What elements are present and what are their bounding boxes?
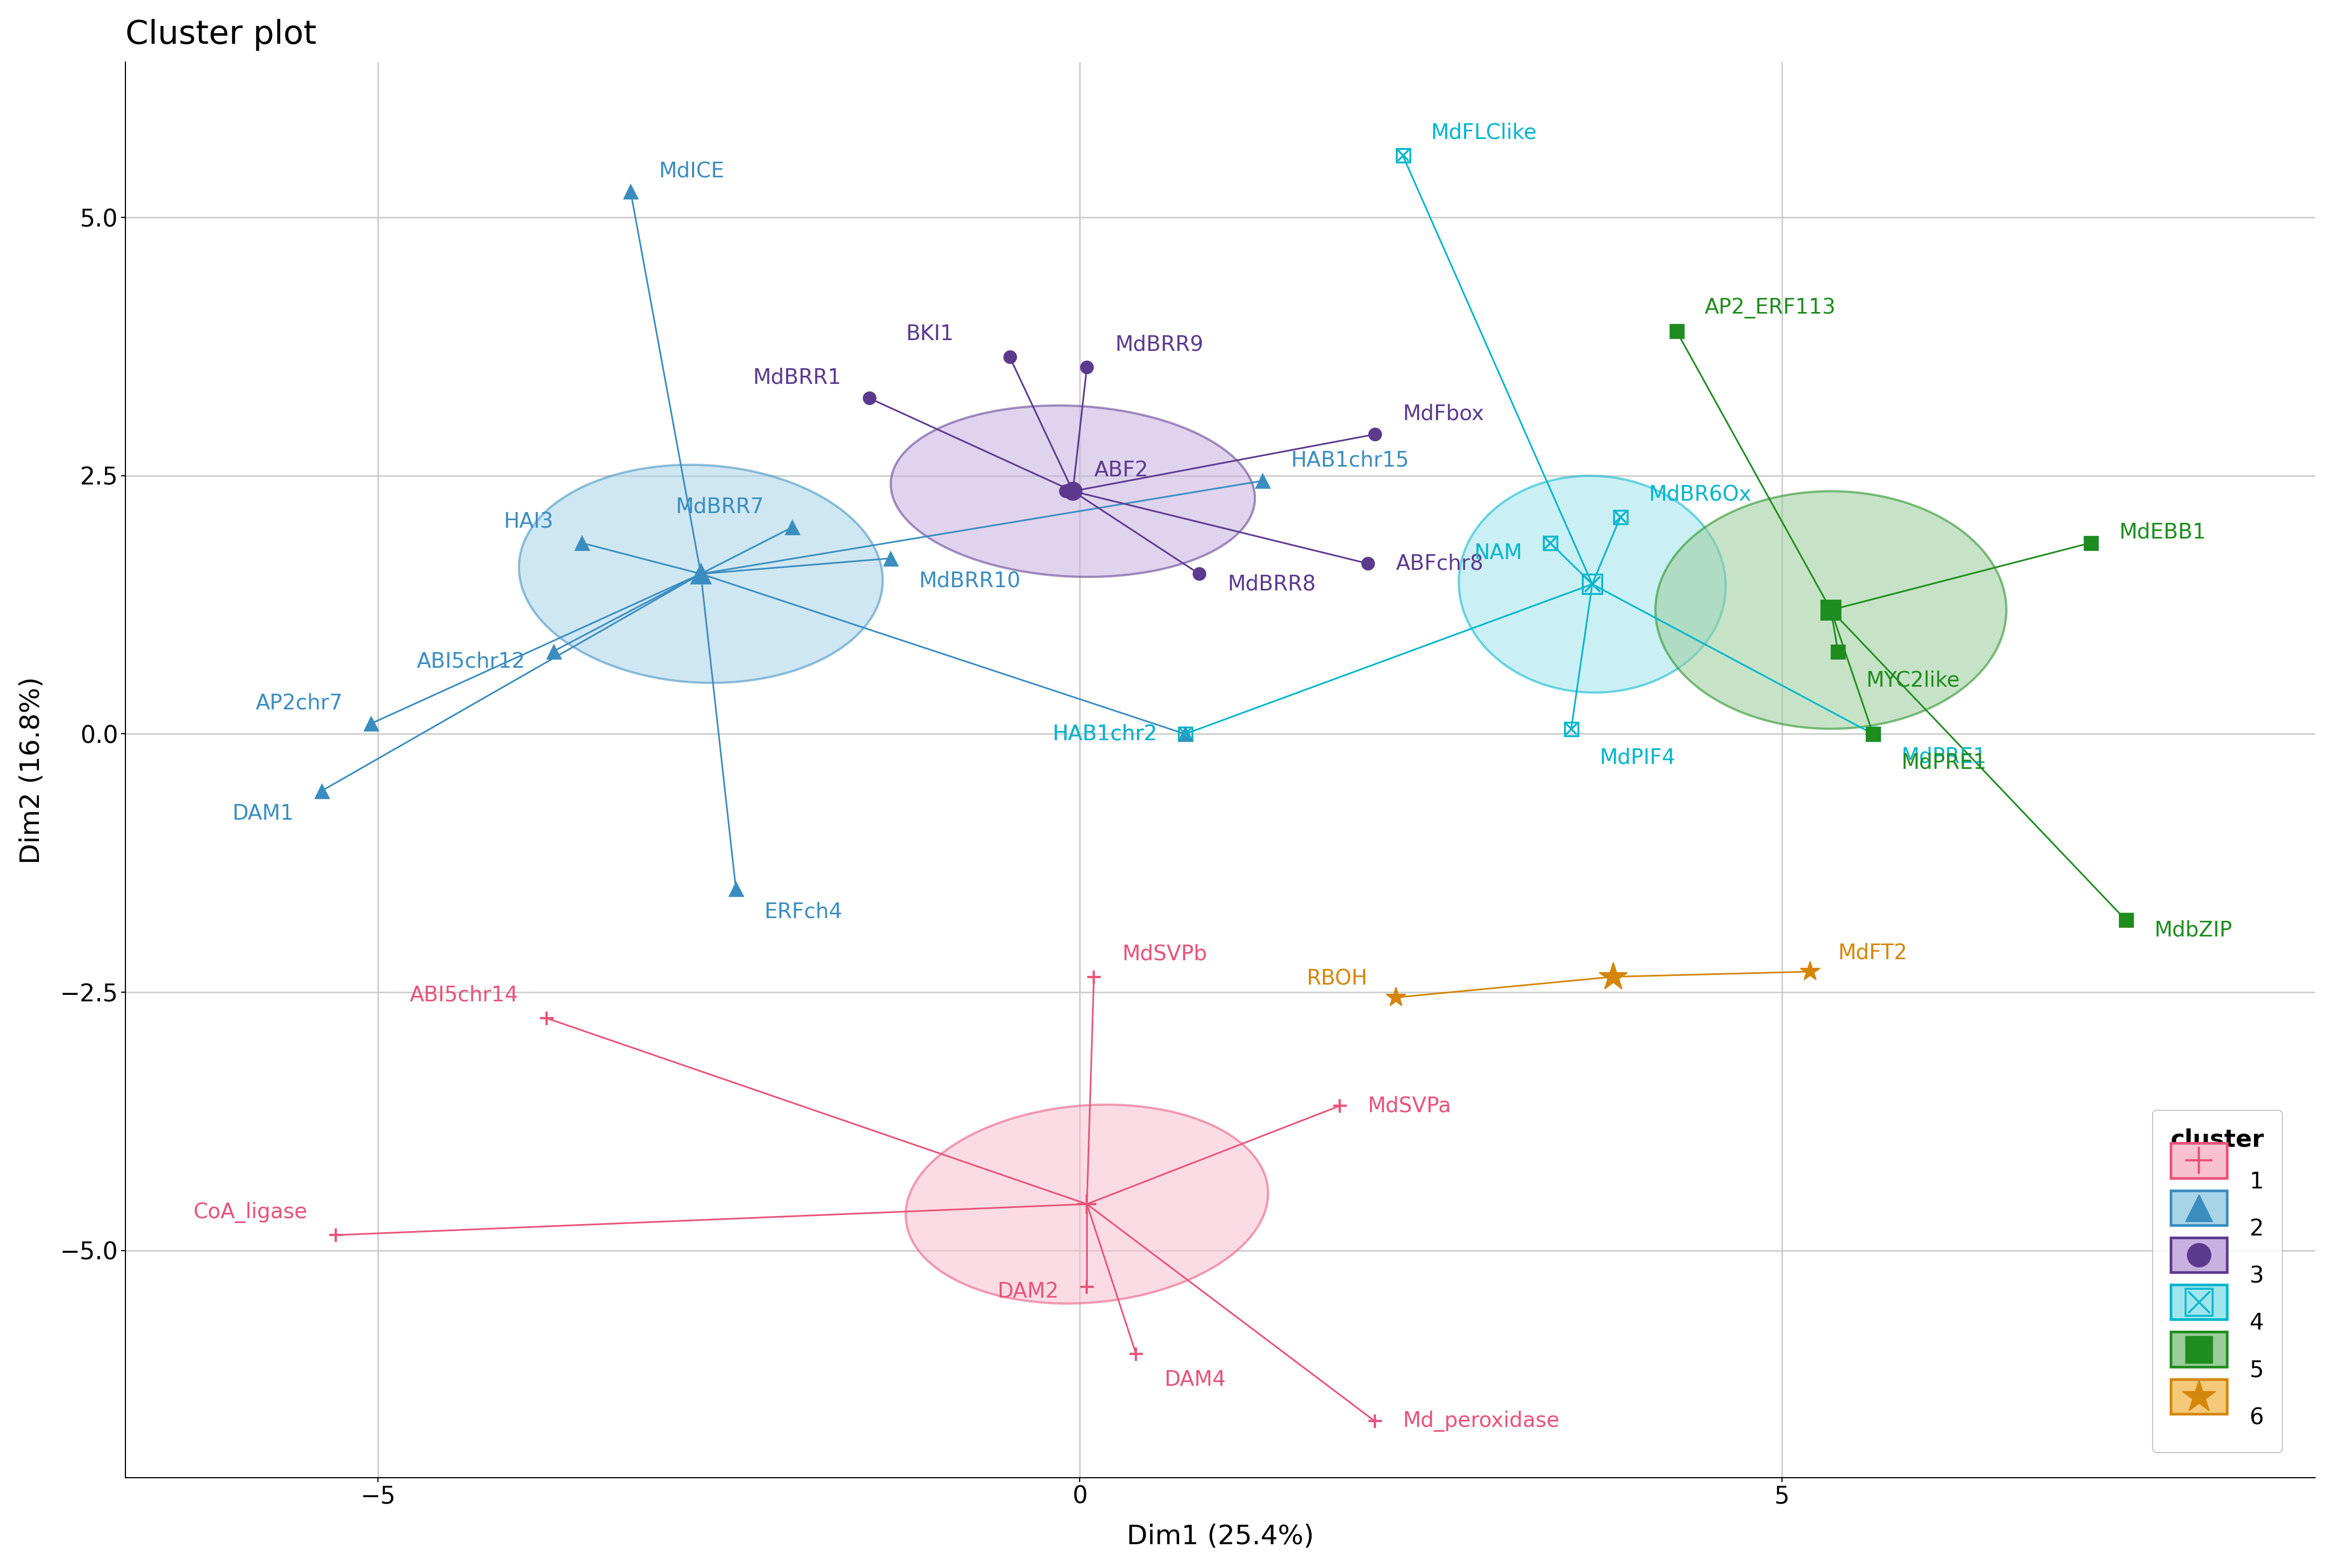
Text: BKI1: BKI1 bbox=[906, 325, 955, 345]
Text: ABFchr8: ABFchr8 bbox=[1396, 554, 1484, 574]
Ellipse shape bbox=[518, 464, 882, 684]
Text: CoA_ligase: CoA_ligase bbox=[194, 1201, 308, 1223]
Y-axis label: Dim2 (16.8%): Dim2 (16.8%) bbox=[19, 676, 44, 864]
Text: MdFLClike: MdFLClike bbox=[1431, 122, 1536, 143]
Text: MdEBB1: MdEBB1 bbox=[2119, 522, 2206, 543]
Text: DAM2: DAM2 bbox=[997, 1281, 1060, 1301]
Ellipse shape bbox=[1459, 475, 1725, 693]
Text: MdBRR9: MdBRR9 bbox=[1116, 334, 1204, 354]
Legend: 1, 2, 3, 4, 5, 6: 1, 2, 3, 4, 5, 6 bbox=[2152, 1110, 2283, 1452]
Text: HAB1chr2: HAB1chr2 bbox=[1053, 724, 1158, 745]
Text: RBOH: RBOH bbox=[1307, 969, 1368, 989]
Text: HAB1chr15: HAB1chr15 bbox=[1291, 450, 1410, 470]
Text: MdFT2: MdFT2 bbox=[1837, 942, 1907, 963]
Text: DAM1: DAM1 bbox=[231, 803, 294, 823]
Ellipse shape bbox=[1655, 491, 2007, 729]
Text: MdPRE1: MdPRE1 bbox=[1902, 753, 1986, 773]
Text: MdPRE1: MdPRE1 bbox=[1902, 746, 1986, 767]
Text: MdBR6Ox: MdBR6Ox bbox=[1648, 485, 1750, 505]
Text: MdICE: MdICE bbox=[658, 160, 724, 182]
Ellipse shape bbox=[892, 406, 1256, 577]
Text: AP2chr7: AP2chr7 bbox=[254, 693, 343, 713]
Text: MdSVPb: MdSVPb bbox=[1123, 944, 1207, 964]
Text: NAM: NAM bbox=[1473, 543, 1522, 563]
Text: ABI5chr12: ABI5chr12 bbox=[415, 651, 525, 673]
Text: MdbZIP: MdbZIP bbox=[2154, 920, 2231, 941]
Text: MYC2like: MYC2like bbox=[1865, 670, 1961, 690]
Ellipse shape bbox=[906, 1104, 1267, 1303]
Text: MdPIF4: MdPIF4 bbox=[1599, 748, 1676, 768]
Text: MdSVPa: MdSVPa bbox=[1368, 1096, 1452, 1116]
Text: DAM4: DAM4 bbox=[1165, 1369, 1225, 1389]
Text: ABI5chr14: ABI5chr14 bbox=[408, 985, 518, 1005]
Text: ERFch4: ERFch4 bbox=[763, 902, 843, 922]
Text: MdBRR1: MdBRR1 bbox=[752, 367, 840, 387]
Text: MdBRR7: MdBRR7 bbox=[675, 497, 763, 517]
X-axis label: Dim1 (25.4%): Dim1 (25.4%) bbox=[1127, 1523, 1314, 1549]
Text: HAB1chr2: HAB1chr2 bbox=[1053, 724, 1158, 745]
Text: MdBRR8: MdBRR8 bbox=[1228, 574, 1316, 594]
Text: Md_peroxidase: Md_peroxidase bbox=[1403, 1411, 1559, 1432]
Text: AP2_ERF113: AP2_ERF113 bbox=[1704, 298, 1837, 318]
Text: MdBRR10: MdBRR10 bbox=[917, 571, 1020, 591]
Text: Cluster plot: Cluster plot bbox=[126, 19, 317, 50]
Text: MdFbox: MdFbox bbox=[1403, 403, 1484, 423]
Text: HAI3: HAI3 bbox=[504, 511, 553, 533]
Text: ABF2: ABF2 bbox=[1095, 461, 1148, 481]
